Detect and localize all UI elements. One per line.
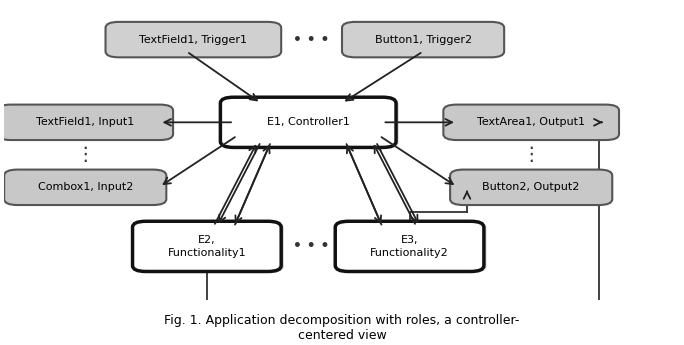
FancyBboxPatch shape [450, 170, 612, 205]
Text: Combox1, Input2: Combox1, Input2 [38, 182, 133, 192]
Text: • • •: • • • [293, 239, 330, 253]
Text: ⋮: ⋮ [75, 145, 95, 164]
FancyBboxPatch shape [223, 98, 399, 149]
Text: Fig. 1. Application decomposition with roles, a controller-
centered view: Fig. 1. Application decomposition with r… [164, 314, 520, 342]
FancyBboxPatch shape [220, 97, 396, 147]
Text: E1, Controller1: E1, Controller1 [267, 117, 350, 127]
Text: ⋮: ⋮ [521, 145, 541, 164]
Text: TextField1, Input1: TextField1, Input1 [36, 117, 134, 127]
Text: • • •: • • • [293, 33, 330, 47]
FancyBboxPatch shape [133, 221, 281, 272]
FancyBboxPatch shape [342, 22, 504, 57]
Text: E3,
Functionality2: E3, Functionality2 [370, 235, 449, 258]
FancyBboxPatch shape [135, 223, 284, 273]
FancyBboxPatch shape [335, 221, 484, 272]
Text: TextField1, Trigger1: TextField1, Trigger1 [140, 34, 248, 45]
FancyBboxPatch shape [338, 223, 486, 273]
FancyBboxPatch shape [0, 105, 173, 140]
Text: Button1, Trigger2: Button1, Trigger2 [375, 34, 472, 45]
Text: Button2, Output2: Button2, Output2 [482, 182, 580, 192]
Text: E2,
Functionality1: E2, Functionality1 [168, 235, 246, 258]
FancyBboxPatch shape [105, 22, 281, 57]
FancyBboxPatch shape [4, 170, 166, 205]
Text: TextArea1, Output1: TextArea1, Output1 [477, 117, 586, 127]
FancyBboxPatch shape [443, 105, 619, 140]
